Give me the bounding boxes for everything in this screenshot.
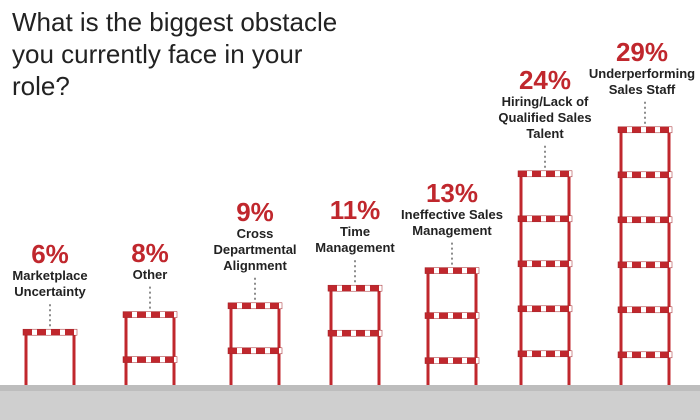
hurdle: [517, 170, 573, 385]
value-label: 24%: [518, 64, 572, 95]
label-group: 8% Other: [94, 239, 206, 283]
label-group: 9% Cross Departmental Alignment: [199, 198, 311, 274]
value-label: 8%: [131, 237, 169, 268]
crossbar-outline: [327, 284, 383, 292]
hurdle: [22, 328, 78, 385]
crossbar-outline: [22, 328, 78, 336]
ground-edge: [0, 385, 700, 391]
category-label: Other: [132, 266, 168, 282]
crossbar-outline: [517, 170, 573, 178]
value-label: 13%: [425, 177, 479, 208]
category-label: Underperforming Sales Staff: [588, 65, 696, 97]
crossbar-outline: [227, 302, 283, 310]
chart-title: What is the biggest obstacle you current…: [12, 7, 338, 101]
crossbar-outline: [122, 356, 178, 363]
value-label: 9%: [236, 196, 274, 227]
crossbar-outline: [517, 350, 573, 358]
hurdle: [122, 311, 178, 385]
category-label: Cross Departmental Alignment: [213, 225, 297, 273]
value-label: 11%: [329, 195, 381, 226]
label-group: 13% Ineffective Sales Management: [396, 179, 508, 239]
label-group: 29% Underperforming Sales Staff: [586, 38, 698, 98]
crossbar-outline: [227, 347, 283, 355]
crossbar-outline: [327, 329, 383, 337]
crossbar-outline: [617, 351, 673, 359]
value-label: 29%: [615, 36, 669, 67]
hurdle: [617, 126, 673, 385]
category-label: Marketplace Uncertainty: [12, 268, 88, 300]
crossbar-outline: [424, 267, 480, 274]
crossbar-outline: [617, 216, 673, 224]
hurdle: [327, 284, 383, 385]
crossbar-outline: [617, 306, 673, 314]
crossbar-outline: [517, 260, 573, 268]
crossbar-outline: [517, 305, 573, 313]
crossbar-outline: [517, 215, 573, 223]
crossbar-outline: [617, 261, 673, 269]
hurdle: [227, 302, 283, 385]
category-label: Hiring/Lack of Qualified Sales Talent: [498, 93, 592, 141]
category-label: Ineffective Sales Management: [401, 206, 503, 238]
value-label: 6%: [31, 239, 69, 270]
crossbar-outline: [424, 357, 480, 364]
label-group: 11% Time Management: [299, 196, 411, 256]
crossbar-outline: [617, 126, 673, 134]
label-group: 24% Hiring/Lack of Qualified Sales Talent: [489, 66, 601, 142]
hurdle: [424, 267, 480, 385]
crossbar-outline: [617, 171, 673, 179]
label-group: 6% Marketplace Uncertainty: [0, 240, 106, 300]
crossbar-outline: [424, 312, 480, 319]
category-label: Time Management: [315, 224, 395, 256]
crossbar-outline: [122, 311, 178, 318]
